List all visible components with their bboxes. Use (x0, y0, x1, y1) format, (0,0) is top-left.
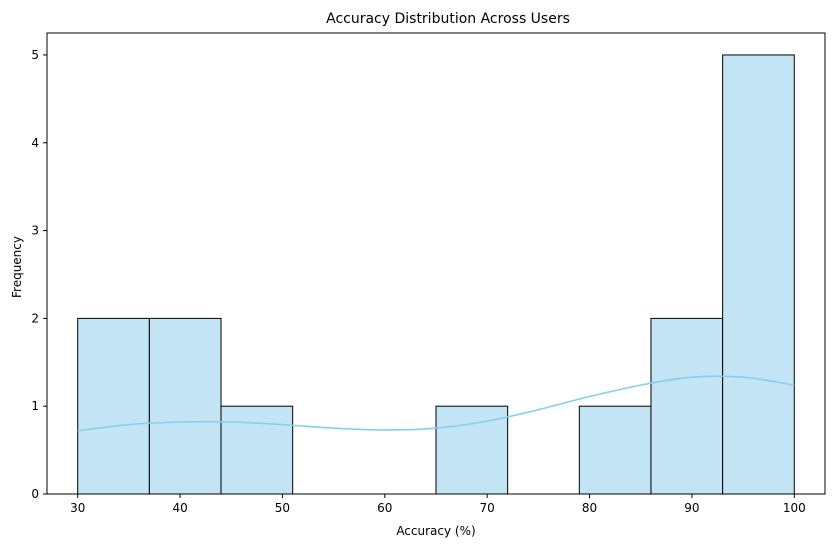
histogram-bar-1 (148, 317, 222, 495)
y-tick-label: 1 (31, 399, 39, 413)
y-tick-label: 5 (31, 48, 39, 62)
plot-frame (46, 32, 826, 495)
y-tick-label: 4 (31, 136, 39, 150)
kde-layer (77, 375, 795, 432)
y-axis-title: Frequency (10, 236, 24, 298)
histogram-bar-0 (77, 317, 150, 495)
x-tick-label: 60 (377, 501, 392, 515)
x-tick-label: 50 (275, 501, 290, 515)
y-tick-label: 2 (31, 311, 39, 325)
x-ticks: 30 40 50 60 70 80 90 100 (70, 494, 806, 515)
x-tick-label: 80 (582, 501, 597, 515)
x-tick-label: 40 (172, 501, 187, 515)
y-ticks: 0 1 2 3 4 5 (31, 48, 47, 501)
histogram-bar-2 (220, 405, 294, 495)
x-tick-label: 30 (70, 501, 85, 515)
y-tick-label: 3 (31, 224, 39, 238)
histogram-bar-8 (650, 317, 724, 495)
x-tick-label: 90 (684, 501, 699, 515)
histogram-bar-7 (578, 405, 652, 495)
x-axis-title: Accuracy (%) (396, 524, 475, 538)
x-tick-label: 100 (783, 501, 806, 515)
histogram-bar-9 (722, 54, 795, 495)
x-tick-label: 70 (480, 501, 495, 515)
histogram-bar-5 (435, 405, 509, 495)
bars-layer (77, 54, 795, 495)
chart-title: Accuracy Distribution Across Users (326, 11, 570, 27)
y-tick-label: 0 (31, 487, 39, 501)
axes-layer (46, 32, 826, 495)
kde-line (77, 375, 795, 432)
